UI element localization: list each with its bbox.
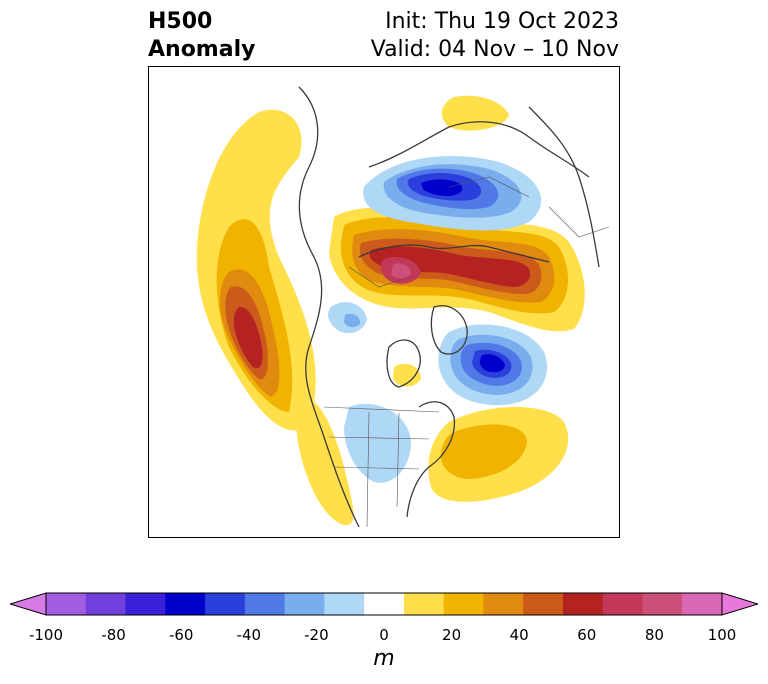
colorbar-segment: [324, 593, 365, 615]
map-title: H500 Anomaly: [148, 8, 255, 64]
colorbar-segment: [244, 593, 286, 615]
title-variable: H500: [148, 9, 213, 34]
colorbar-tick-label: 100: [707, 626, 737, 644]
colorbar-unit: m: [373, 646, 395, 671]
borders: [323, 176, 610, 528]
ridge-west-coast: [295, 396, 354, 526]
colorbar-tick-label: 40: [509, 626, 529, 644]
colorbar-segment: [125, 593, 166, 615]
colorbar-tick-label: -80: [101, 626, 126, 644]
colorbar-segment: [85, 593, 127, 615]
coastlines: [298, 86, 600, 528]
colorbar-outline: [45, 592, 723, 616]
colorbar-tick-label: -100: [28, 626, 64, 644]
map-panel: [148, 66, 620, 538]
title-field: Anomaly: [148, 37, 256, 62]
trough-atlantic: [438, 324, 548, 406]
colorbar-segment: [523, 593, 564, 615]
colorbar-segment: [364, 593, 405, 615]
colorbar-tick-label: -40: [236, 626, 262, 644]
colorbar-tick-label: -20: [304, 626, 329, 644]
colorbar-tick-label: 80: [644, 626, 664, 644]
ridge-north: [441, 95, 509, 131]
init-date: Init: Thu 19 Oct 2023: [385, 9, 619, 34]
colorbar-tick-label: 60: [577, 626, 597, 644]
colorbar: [10, 592, 758, 616]
colorbar-extend-min: [10, 592, 47, 616]
anomaly-map: [196, 86, 610, 528]
valid-range: Valid: 04 Nov – 10 Nov: [370, 37, 619, 62]
colorbar-segment: [165, 593, 206, 615]
colorbar-tick-label: 20: [442, 626, 462, 644]
colorbar-segment: [562, 593, 604, 615]
colorbar-segment: [46, 593, 87, 615]
ridge-arctic: [329, 207, 585, 332]
map-dates: Init: Thu 19 Oct 2023 Valid: 04 Nov – 10…: [371, 8, 619, 64]
colorbar-segment: [443, 593, 484, 615]
colorbar-segments: [10, 592, 758, 616]
colorbar-extend-max: [721, 592, 758, 616]
ridge-atlantic: [428, 407, 569, 502]
trough-central-us: [344, 403, 411, 483]
colorbar-segment: [642, 593, 683, 615]
colorbar-segment: [483, 593, 524, 615]
trough-canada: [328, 302, 367, 334]
colorbar-segment: [205, 593, 246, 615]
colorbar-segment: [403, 593, 445, 615]
colorbar-segment: [602, 593, 643, 615]
colorbar-tick-label: -60: [168, 626, 194, 644]
ridge-pacific: [196, 109, 316, 431]
colorbar-tick-label: 0: [379, 626, 389, 644]
ridge-hudson: [393, 363, 421, 387]
colorbar-segment: [682, 593, 723, 615]
colorbar-segment: [284, 593, 325, 615]
